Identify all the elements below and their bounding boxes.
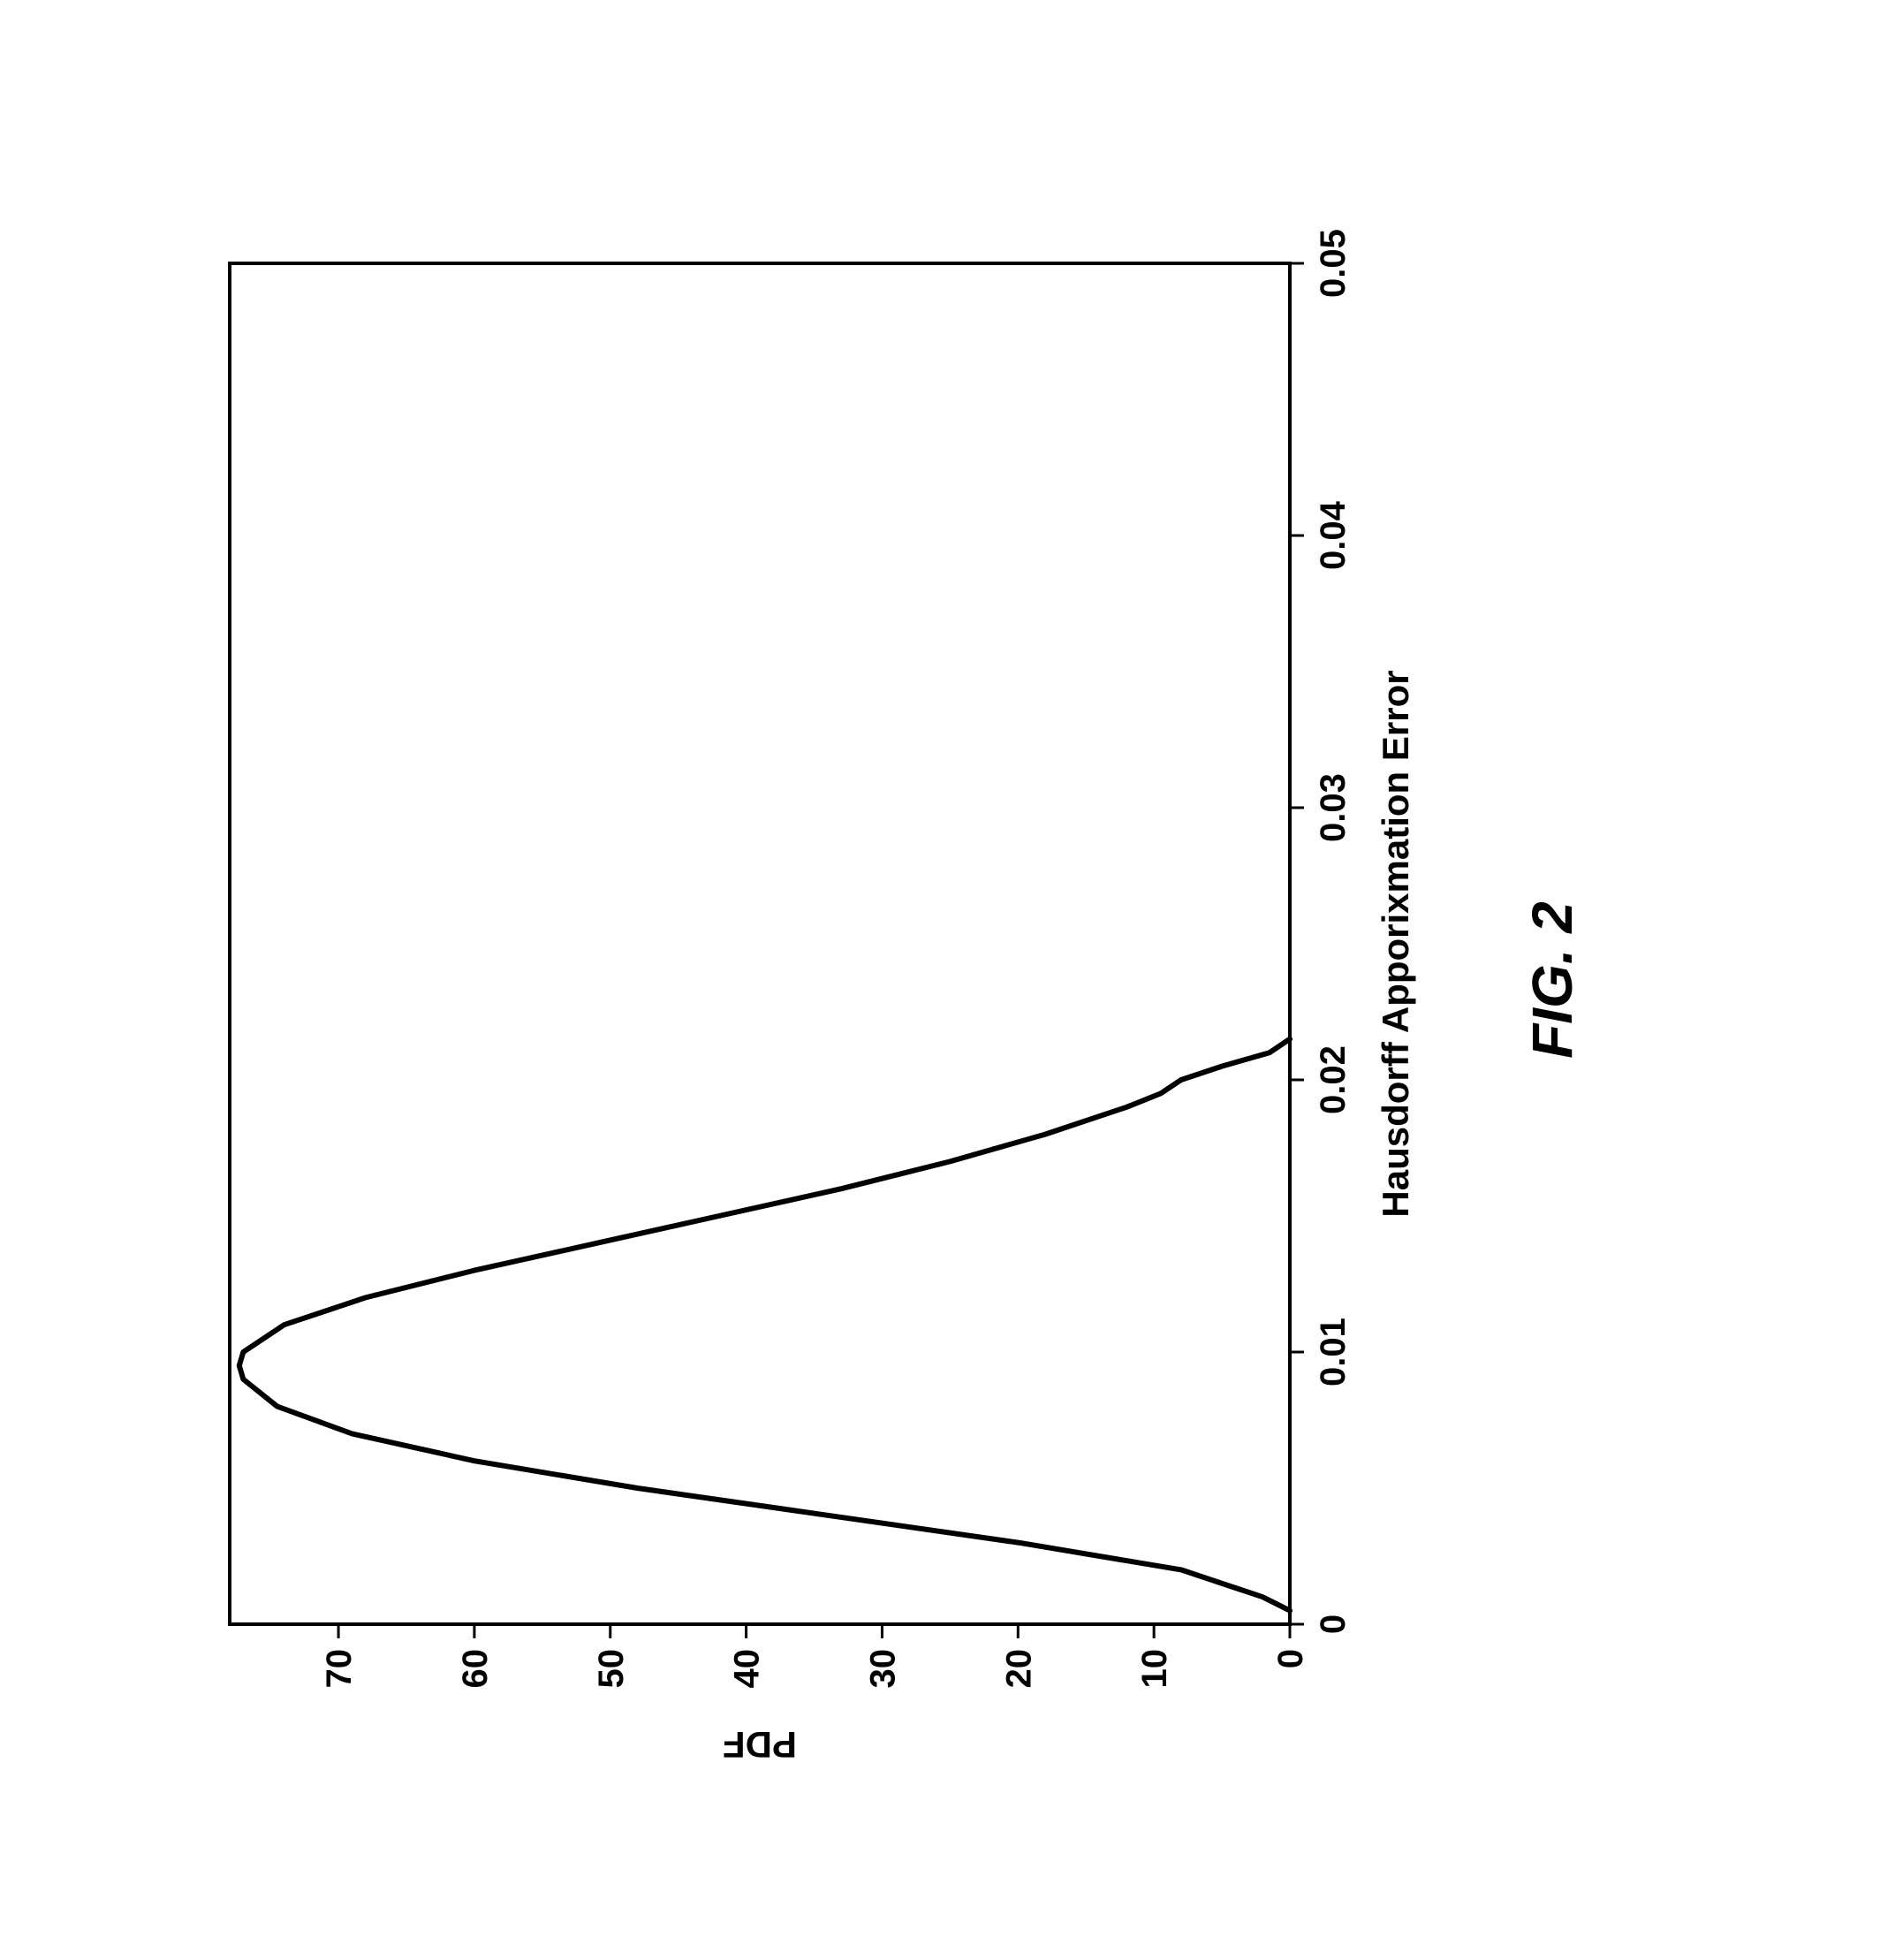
svg-text:0.04: 0.04 (1314, 500, 1353, 570)
svg-text:0.05: 0.05 (1314, 229, 1353, 298)
svg-text:0: 0 (1314, 1614, 1353, 1634)
pdf-chart: 0 0.01 0.02 0.03 0.04 0.05 0 10 20 30 40 50 60 70 Haus… (0, 0, 1880, 1960)
svg-text:50: 50 (592, 1649, 631, 1689)
svg-text:20: 20 (999, 1649, 1038, 1689)
svg-text:0.03: 0.03 (1314, 773, 1353, 842)
svg-text:PDF: PDF (723, 1724, 797, 1766)
svg-text:0.01: 0.01 (1314, 1318, 1353, 1386)
svg-text:0.02: 0.02 (1314, 1045, 1353, 1114)
svg-text:70: 70 (320, 1649, 359, 1689)
svg-text:40: 40 (728, 1649, 767, 1689)
svg-text:Hausdorff Apporixmation Error: Hausdorff Apporixmation Error (1375, 670, 1416, 1217)
figure-caption: FIG. 2 (1520, 0, 1585, 1960)
svg-text:30: 30 (863, 1649, 902, 1689)
svg-text:60: 60 (456, 1649, 495, 1689)
svg-text:0: 0 (1271, 1649, 1310, 1668)
svg-text:10: 10 (1135, 1649, 1174, 1689)
